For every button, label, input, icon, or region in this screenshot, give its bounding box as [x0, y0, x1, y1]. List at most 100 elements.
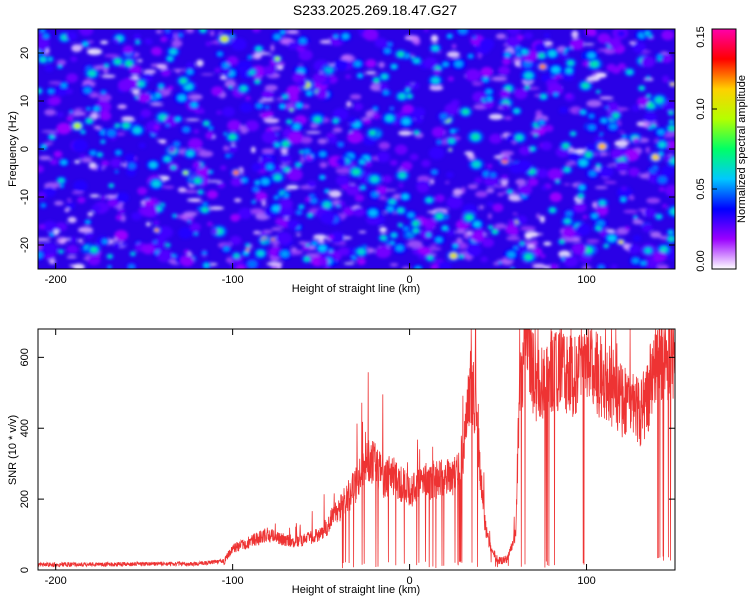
spectrogram-blob-core — [322, 201, 332, 208]
spectrogram-blob-core — [398, 172, 407, 179]
spectrogram-texture — [200, 73, 214, 76]
spectrogram-blob-core — [311, 241, 318, 246]
spectrogram-y-tick-label: -10 — [19, 189, 31, 205]
spectrogram-blob-core — [657, 54, 663, 59]
spectrogram-blob — [169, 147, 176, 153]
spectrogram-blob — [569, 75, 575, 80]
spectrogram-blob — [153, 220, 160, 226]
spectrogram-blob-core — [304, 256, 310, 262]
spectrogram-blob-core — [539, 64, 546, 70]
spectrogram-texture — [586, 239, 600, 243]
spectrogram-blob-core — [570, 131, 576, 136]
spectrogram-texture — [623, 209, 638, 214]
spectrogram-texture — [492, 185, 509, 188]
spectrogram-texture — [461, 186, 466, 194]
spectrogram-blob-core — [135, 40, 140, 44]
spectrogram-blob — [214, 67, 222, 74]
spectrogram-blob-core — [440, 113, 448, 120]
spectrogram-blob — [120, 242, 127, 247]
spectrogram-blob-core — [644, 247, 652, 254]
spectrogram-blob — [206, 190, 218, 199]
spectrogram-blob-core — [472, 36, 476, 39]
spectrogram-blob-core — [386, 206, 394, 212]
spectrogram-blob-core — [172, 254, 176, 257]
spectrogram-blob-core — [283, 167, 290, 173]
spectrogram-texture — [467, 153, 475, 160]
spectrogram-texture — [184, 189, 198, 194]
spectrogram-texture — [524, 231, 539, 238]
spectrogram-blob-core — [459, 254, 464, 259]
spectrogram-blob — [205, 131, 215, 140]
spectrogram-texture — [207, 180, 222, 183]
spectrogram-x-ticks: -200 -100 0 100 — [45, 29, 596, 286]
spectrogram-blob-core — [296, 103, 303, 108]
spectrogram-blob-core — [360, 185, 366, 190]
spectrogram-blob — [354, 194, 365, 202]
spectrogram-texture — [563, 183, 571, 186]
spectrogram-blob-core — [488, 225, 493, 229]
snr-y-tick-label: 0 — [19, 567, 31, 573]
spectrogram-texture — [263, 118, 280, 124]
spectrogram-blob-core — [107, 254, 113, 259]
spectrogram-blob-core — [435, 213, 444, 220]
spectrogram-blob — [390, 159, 398, 166]
spectrogram-blob — [305, 155, 313, 161]
spectrogram-blob — [189, 222, 201, 232]
spectrogram-texture — [44, 109, 56, 116]
spectrogram-texture — [452, 188, 463, 196]
spectrogram-blob-core — [271, 238, 275, 241]
spectrogram-blob-core — [223, 246, 230, 252]
spectrogram-texture — [332, 127, 343, 133]
spectrogram-blob-core — [548, 50, 557, 57]
spectrogram-blob-core — [486, 96, 493, 102]
spectrogram-texture — [54, 200, 64, 206]
spectrogram-blob-core — [383, 90, 389, 95]
spectrogram-blob-core — [165, 243, 170, 247]
spectrogram-blob-core — [149, 161, 158, 169]
spectrogram-blob — [160, 68, 171, 77]
spectrogram-blob — [610, 264, 618, 269]
spectrogram-blob — [207, 221, 213, 227]
spectrogram-blob-core — [304, 149, 310, 155]
spectrogram-texture — [592, 201, 597, 209]
spectrogram-blob — [621, 186, 627, 191]
spectrogram-blob-core — [520, 241, 525, 245]
spectrogram-blob — [423, 57, 438, 69]
spectrogram-texture — [650, 231, 662, 239]
colorbar-tick-label: 0.15 — [695, 26, 707, 47]
spectrogram-blob-core — [596, 90, 600, 94]
spectrogram-texture — [198, 150, 214, 158]
spectrogram-blob-core — [183, 170, 189, 175]
spectrogram-texture — [536, 213, 541, 220]
spectrogram-blob — [115, 214, 123, 221]
spectrogram-blob — [479, 38, 495, 51]
spectrogram-texture — [455, 229, 466, 234]
spectrogram-blob-core — [307, 213, 313, 218]
spectrogram-blob-core — [580, 110, 586, 115]
spectrogram-blob-core — [618, 240, 624, 245]
spectrogram-texture — [599, 96, 614, 100]
spectrogram-blob — [345, 184, 360, 196]
spectrogram-texture — [472, 81, 483, 86]
spectrogram-blob-core — [171, 165, 176, 170]
spectrogram-blob — [126, 168, 137, 177]
spectrogram-blob-core — [669, 120, 674, 124]
spectrogram-blob-core — [40, 29, 45, 33]
spectrogram-blob-core — [578, 159, 588, 167]
spectrogram-blob — [140, 109, 152, 118]
spectrogram-texture — [234, 198, 242, 203]
spectrogram-blob — [598, 166, 614, 178]
spectrogram-texture — [150, 103, 164, 106]
spectrogram-blob — [87, 255, 101, 266]
spectrogram-blob-core — [325, 189, 330, 193]
spectrogram-blob — [582, 61, 590, 67]
spectrogram-blob-core — [447, 34, 453, 38]
spectrogram-blob-core — [178, 33, 183, 37]
spectrogram-blob — [437, 261, 452, 269]
spectrogram-blob — [487, 201, 494, 207]
spectrogram-texture — [475, 190, 488, 198]
spectrogram-blob — [633, 235, 642, 242]
spectrogram-blob-core — [620, 197, 626, 202]
spectrogram-texture — [185, 118, 201, 122]
spectrogram-blob — [628, 244, 641, 254]
